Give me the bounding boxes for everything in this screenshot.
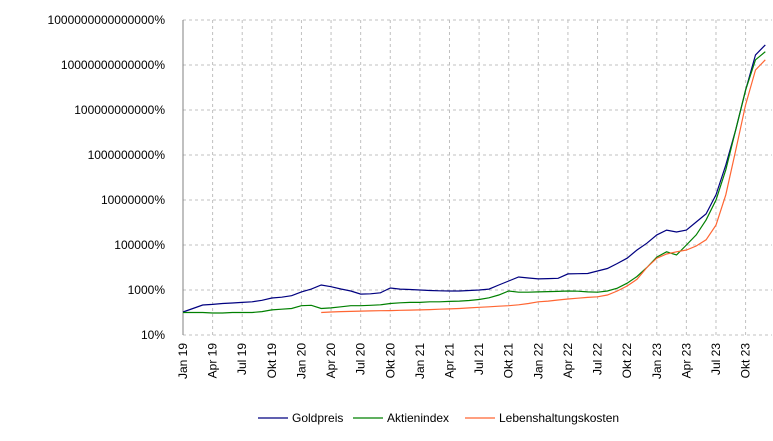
- x-tick-label: Apr 20: [324, 343, 338, 379]
- x-tick-label: Jan 22: [531, 343, 545, 379]
- x-tick-label: Apr 23: [679, 343, 693, 379]
- x-tick-label: Apr 22: [561, 343, 575, 379]
- x-tick-label: Jul 19: [235, 343, 249, 375]
- x-tick-label: Apr 21: [442, 343, 456, 379]
- series-line: [183, 51, 766, 314]
- x-tick-label: Jul 21: [472, 343, 486, 375]
- x-tick-label: Okt 19: [265, 343, 279, 379]
- x-tick-label: Jan 23: [650, 343, 664, 379]
- x-tick-label: Jan 19: [176, 343, 190, 379]
- x-tick-label: Jul 22: [591, 343, 605, 375]
- y-tick-label: 10000000%: [101, 193, 165, 207]
- y-tick-label: 100000000000%: [74, 103, 165, 117]
- y-tick-label: 1000000000%: [88, 148, 166, 162]
- x-tick-label: Okt 22: [620, 343, 634, 379]
- y-tick-label: 10000000000000%: [61, 58, 165, 72]
- y-tick-label: 100000%: [114, 238, 165, 252]
- y-tick-label: 10%: [141, 328, 165, 342]
- x-tick-label: Okt 23: [739, 343, 753, 379]
- series-line: [321, 59, 766, 314]
- legend-label: Goldpreis: [292, 411, 343, 425]
- x-tick-label: Jan 20: [294, 343, 308, 379]
- x-tick-label: Okt 20: [383, 343, 397, 379]
- legend-label: Aktienindex: [387, 411, 449, 425]
- y-tick-label: 1000000000000000%: [48, 13, 166, 27]
- x-tick-label: Jul 20: [354, 343, 368, 375]
- series-line: [182, 44, 766, 313]
- x-tick-label: Okt 21: [502, 343, 516, 379]
- x-tick-label: Apr 19: [206, 343, 220, 379]
- y-tick-label: 1000%: [128, 283, 166, 297]
- x-tick-label: Jan 21: [413, 343, 427, 379]
- legend-label: Lebenshaltungskosten: [499, 411, 619, 425]
- x-tick-label: Jul 23: [709, 343, 723, 375]
